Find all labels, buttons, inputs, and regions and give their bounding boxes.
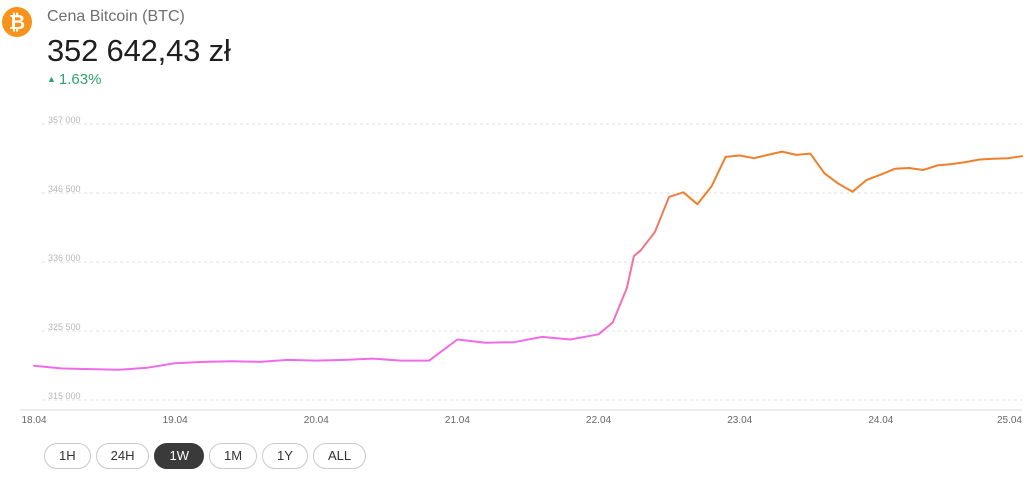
- x-tick-label: 20.04: [304, 415, 329, 426]
- bitcoin-icon: ₿: [2, 7, 32, 37]
- x-tick-label: 22.04: [586, 415, 611, 426]
- time-range-selector: 1H 24H 1W 1M 1Y ALL: [44, 443, 367, 469]
- price-change: ▲ 1.63%: [47, 71, 101, 88]
- page-title: Cena Bitcoin (BTC): [47, 8, 185, 25]
- y-tick-label: 315 000: [48, 391, 81, 401]
- range-button-1m[interactable]: 1M: [208, 443, 258, 469]
- price-line: [33, 150, 1023, 371]
- x-tick-label: 24.04: [868, 415, 893, 426]
- range-button-1y[interactable]: 1Y: [262, 443, 308, 469]
- y-tick-label: 325 500: [48, 322, 81, 332]
- y-tick-label: 357 000: [48, 115, 81, 125]
- x-tick-label: 23.04: [727, 415, 752, 426]
- up-arrow-icon: ▲: [47, 74, 56, 84]
- price-change-value: 1.63%: [58, 71, 102, 88]
- current-price: 352 642,43 zł: [47, 33, 231, 68]
- y-tick-label: 346 500: [48, 184, 81, 194]
- x-tick-label: 25.04: [997, 415, 1022, 426]
- x-tick-label: 18.04: [21, 415, 46, 426]
- y-tick-label: 336 000: [48, 253, 81, 263]
- x-tick-label: 19.04: [163, 415, 188, 426]
- x-tick-label: 21.04: [445, 415, 470, 426]
- range-button-1w[interactable]: 1W: [154, 443, 204, 469]
- range-button-24h[interactable]: 24H: [95, 443, 150, 469]
- price-chart[interactable]: 315 000 325 500 336 000 346 500 357 000 18.04…: [0, 110, 1024, 430]
- range-button-all[interactable]: ALL: [312, 443, 367, 469]
- range-button-1h[interactable]: 1H: [44, 443, 91, 469]
